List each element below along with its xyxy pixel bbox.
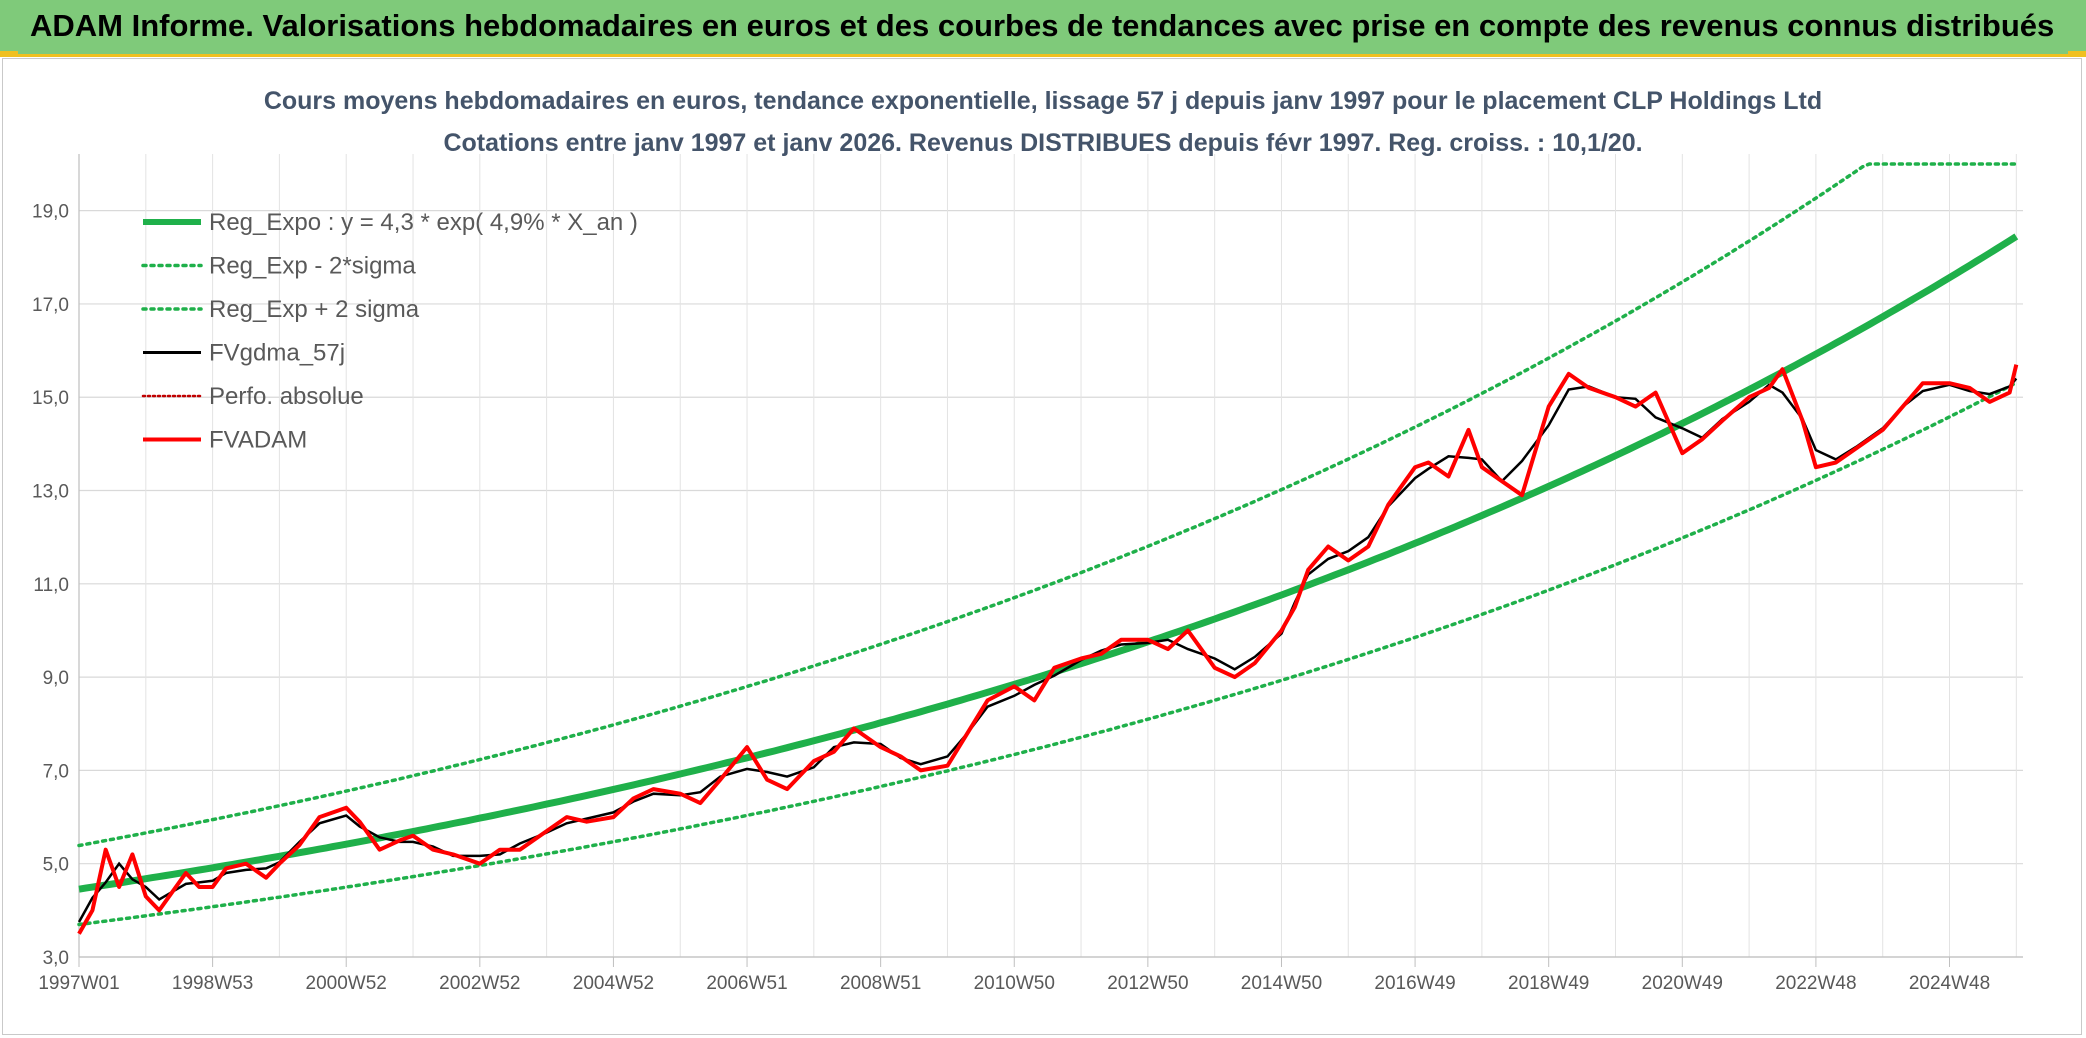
y-tick-label: 5,0 <box>43 855 69 876</box>
x-tick-label: 2006W51 <box>706 973 787 994</box>
legend-label: Reg_Expo : y = 4,3 * exp( 4,9% * X_an ) <box>209 209 638 236</box>
x-tick-label: 2000W52 <box>306 973 387 994</box>
x-tick-label: 2008W51 <box>840 973 921 994</box>
y-tick-label: 15,0 <box>32 388 69 409</box>
x-tick-label: 2004W52 <box>573 973 654 994</box>
y-tick-label: 19,0 <box>32 202 69 223</box>
y-tick-label: 17,0 <box>32 295 69 316</box>
chart-title: Cours moyens hebdomadaires en euros, ten… <box>264 87 1822 115</box>
x-tick-label: 2016W49 <box>1374 973 1455 994</box>
x-tick-label: 2012W50 <box>1107 973 1188 994</box>
x-tick-label: 1998W53 <box>172 973 253 994</box>
axes: 3,0 5,0 7,0 9,0 11,0 13,0 15,0 17,0 19,0 1997W01 1… <box>32 154 2023 994</box>
upper-band-line <box>77 162 2019 848</box>
y-tick-label: 11,0 <box>33 575 69 596</box>
page-title: ADAM Informe. Valorisations hebdomadaire… <box>30 8 2055 43</box>
legend-label: Reg_Exp - 2*sigma <box>209 253 416 280</box>
y-tick-label: 3,0 <box>43 948 69 969</box>
chart-area: 3,0 5,0 7,0 9,0 11,0 13,0 15,0 17,0 19,0 1997W01 1… <box>2 58 2082 1035</box>
x-tick-label: 2024W48 <box>1909 973 1990 994</box>
header-accent-left <box>0 51 18 57</box>
y-tick-label: 7,0 <box>43 761 69 782</box>
grid <box>79 154 2023 958</box>
x-tick-label: 2020W49 <box>1642 973 1723 994</box>
x-tick-label: 2018W49 <box>1508 973 1589 994</box>
chart-svg: 3,0 5,0 7,0 9,0 11,0 13,0 15,0 17,0 19,0 1997W01 1… <box>32 87 2023 994</box>
legend-label: FVgdma_57j <box>209 340 345 367</box>
header-accent-right <box>2068 51 2086 57</box>
y-tick-label: 9,0 <box>43 668 69 689</box>
trend-line <box>78 233 2019 893</box>
legend-label: Reg_Exp + 2 sigma <box>209 296 420 323</box>
legend-label: Perfo. absolue <box>209 383 364 410</box>
price-line <box>77 364 2019 935</box>
lower-band-line <box>77 380 2019 927</box>
x-tick-label: 1997W01 <box>38 973 119 994</box>
smoothed-line <box>77 377 2018 923</box>
header-bar: ADAM Informe. Valorisations hebdomadaire… <box>0 0 2086 57</box>
series <box>77 162 2019 935</box>
legend-label: FVADAM <box>209 427 307 454</box>
y-tick-label: 13,0 <box>32 482 69 503</box>
x-tick-label: 2022W48 <box>1775 973 1856 994</box>
x-tick-label: 2002W52 <box>439 973 520 994</box>
chart-subtitle: Cotations entre janv 1997 et janv 2026. … <box>443 129 1642 157</box>
x-tick-label: 2014W50 <box>1241 973 1322 994</box>
x-tick-label: 2010W50 <box>974 973 1055 994</box>
legend: Reg_Expo : y = 4,3 * exp( 4,9% * X_an ) R… <box>141 209 638 454</box>
